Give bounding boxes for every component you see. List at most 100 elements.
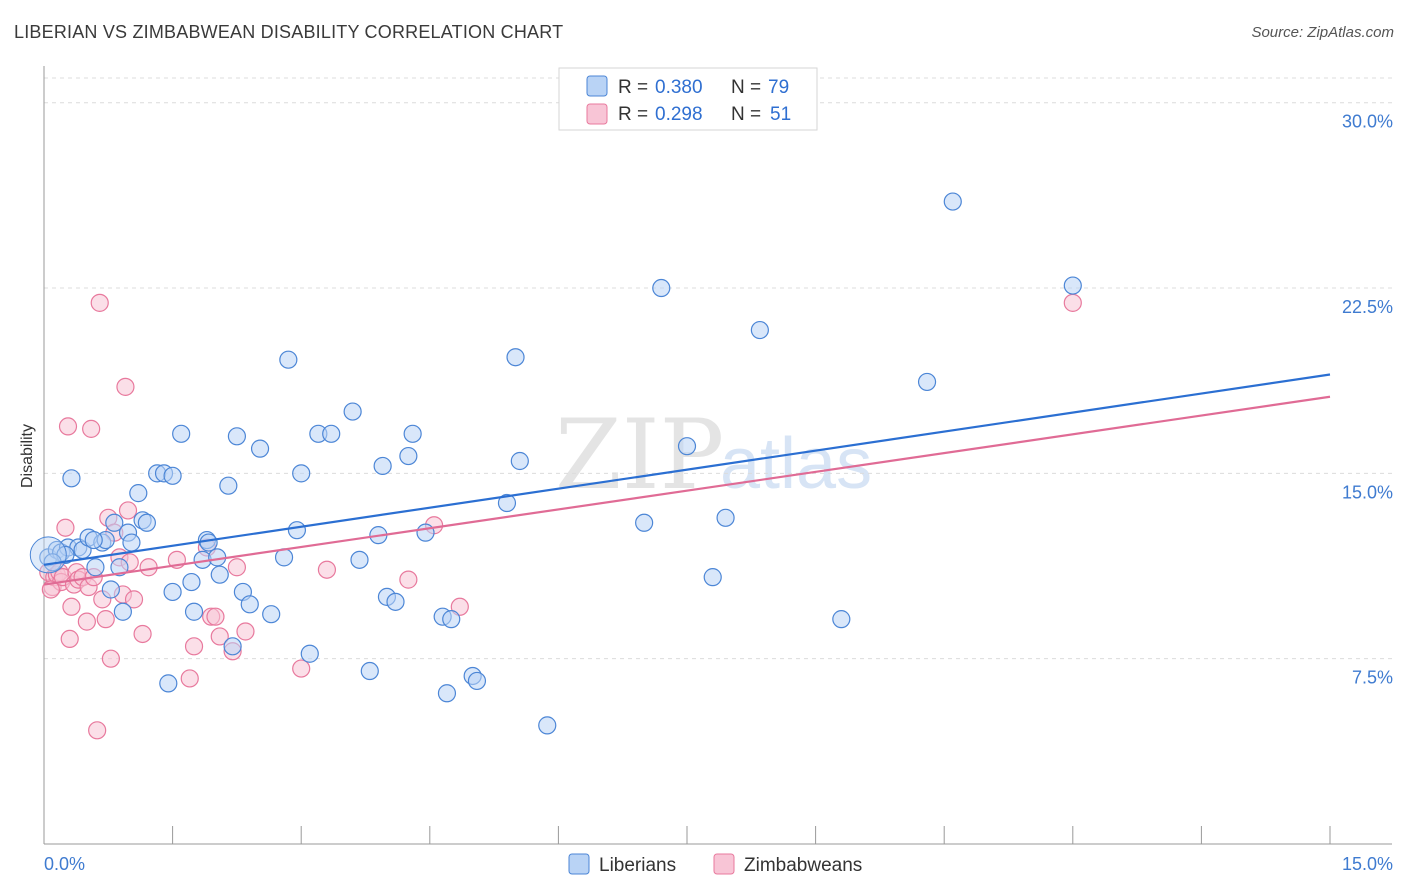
- liberians-points: [29, 192, 1082, 735]
- liberians-point: [652, 278, 671, 298]
- x-tick-label-min: 0.0%: [44, 854, 85, 874]
- liberians-point: [677, 437, 697, 456]
- liberians-point: [113, 602, 132, 621]
- liberians-point: [943, 192, 962, 211]
- liberians-point: [223, 637, 242, 656]
- zimbabweans-point: [60, 629, 79, 649]
- zimbabweans-point: [184, 637, 204, 656]
- liberians-point: [199, 533, 218, 552]
- liberians-point: [172, 424, 191, 443]
- zimbabweans-point: [96, 610, 115, 629]
- zimbabweans-point: [101, 649, 120, 668]
- liberians-point: [300, 644, 319, 663]
- legend-r-label-2: R =: [618, 104, 648, 125]
- liberians-point: [703, 568, 722, 587]
- liberians-point: [635, 513, 654, 532]
- liberians-point: [101, 580, 120, 599]
- legend-n-label-2: N =: [731, 104, 761, 125]
- trend-lines: [43, 373, 1331, 586]
- liberians-point: [322, 424, 341, 443]
- liberians-point: [750, 320, 769, 340]
- chart-title: LIBERIAN VS ZIMBABWEAN DISABILITY CORREL…: [14, 22, 564, 42]
- legend-swatch-liberians: [586, 75, 608, 97]
- stats-legend: R = 0.380 N = 79 R = 0.298 N = 51: [558, 67, 818, 131]
- liberians-point: [437, 684, 457, 703]
- legend-r-value-1: 0.380: [655, 77, 703, 98]
- liberians-point: [227, 427, 246, 446]
- liberians-point: [210, 565, 229, 584]
- liberians-point: [373, 456, 392, 476]
- x-tick-label-max: 15.0%: [1342, 854, 1393, 874]
- zimbabweans-point: [180, 669, 199, 688]
- zimbabweans-point: [292, 659, 311, 678]
- liberians-point: [343, 402, 362, 421]
- series-swatch-zimbabweans: [713, 853, 735, 875]
- liberians-point: [129, 484, 148, 503]
- liberians-point: [386, 592, 405, 611]
- liberians-point: [510, 451, 529, 471]
- liberians-point: [287, 521, 307, 540]
- axes: [43, 66, 1392, 845]
- liberians-point: [279, 350, 298, 369]
- liberians-point: [350, 550, 369, 569]
- y-tick-label: 15.0%: [1342, 482, 1393, 502]
- zimbabweans-point: [58, 417, 78, 436]
- source-credit: Source: ZipAtlas.com: [1251, 24, 1394, 41]
- legend-r-value-2: 0.298: [655, 104, 703, 125]
- liberians-point: [538, 716, 557, 735]
- liberians-point: [86, 558, 105, 577]
- liberians-point: [360, 661, 379, 681]
- legend-n-label-1: N =: [731, 77, 761, 98]
- liberians-point: [105, 513, 124, 532]
- liberians-point: [1063, 276, 1082, 295]
- zimbabweans-point: [210, 627, 229, 646]
- watermark-zip: ZIP: [555, 399, 724, 511]
- watermark: ZIP atlas: [555, 399, 872, 511]
- liberians-point: [84, 530, 103, 550]
- liberians-point: [832, 610, 851, 629]
- zimbabweans-point: [227, 558, 246, 577]
- zimbabweans-point: [317, 560, 337, 579]
- y-tick-label: 7.5%: [1352, 668, 1393, 688]
- legend-r-label-1: R =: [618, 77, 648, 98]
- liberians-point: [292, 464, 311, 483]
- liberians-point: [122, 533, 141, 552]
- watermark-atlas: atlas: [720, 424, 872, 504]
- liberians-point: [184, 602, 204, 621]
- zimbabweans-point: [56, 518, 75, 537]
- zimbabweans-point: [206, 607, 225, 626]
- liberians-point: [163, 582, 182, 602]
- liberians-point: [416, 523, 435, 542]
- y-tick-labels: 7.5% 15.0% 22.5% 30.0%: [1342, 112, 1393, 688]
- liberians-point: [262, 605, 281, 624]
- liberians-point: [29, 536, 67, 574]
- zimbabweans-point: [1063, 293, 1082, 312]
- x-tick-labels: 0.0% 15.0%: [44, 854, 1393, 874]
- liberians-point: [399, 446, 418, 466]
- liberians-point: [137, 513, 156, 532]
- zimbabweans-point: [77, 612, 96, 631]
- zimbabweans-point: [116, 377, 135, 396]
- liberians-point: [917, 372, 937, 392]
- liberians-point: [250, 439, 270, 458]
- zimbabweans-point: [62, 597, 81, 616]
- y-tick-label: 22.5%: [1342, 297, 1393, 317]
- liberians-point: [163, 466, 182, 485]
- zimbabweans-point: [82, 419, 101, 438]
- zimbabweans-point: [236, 622, 255, 641]
- series-swatch-liberians: [568, 853, 590, 875]
- zimbabweans-point: [450, 597, 469, 616]
- zimbabweans-trend-line: [43, 395, 1331, 586]
- liberians-point: [716, 508, 735, 527]
- legend-n-value-2: 51: [770, 104, 791, 125]
- series-legend: Liberians Zimbabweans: [568, 853, 862, 876]
- zimbabweans-point: [88, 721, 107, 740]
- liberians-point: [219, 476, 238, 495]
- liberians-point: [497, 493, 517, 513]
- legend-swatch-zimbabweans: [586, 103, 608, 125]
- liberians-point: [442, 610, 461, 629]
- zimbabweans-point: [139, 558, 158, 577]
- zimbabweans-point: [133, 624, 152, 644]
- liberians-point: [182, 572, 201, 592]
